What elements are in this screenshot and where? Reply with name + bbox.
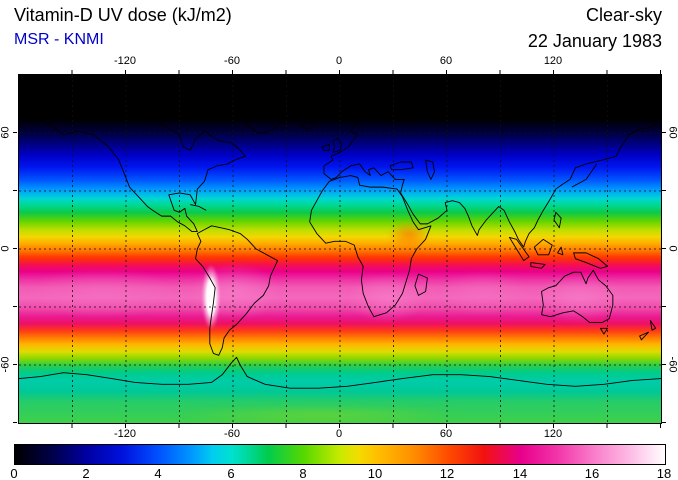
axis-ticks-top xyxy=(19,70,661,74)
coastline-new-zealand xyxy=(640,321,656,340)
lat-tick-label: 0 xyxy=(0,245,12,252)
coastline-africa xyxy=(310,176,431,317)
lon-tick-label: 120 xyxy=(543,55,563,67)
colorbar-tick-label: 16 xyxy=(584,466,600,480)
pacific-pink-band xyxy=(27,267,177,319)
colorbar-tick-label: 14 xyxy=(512,466,528,480)
lat-tick-label: -60 xyxy=(0,356,12,373)
graticule-layer xyxy=(19,75,661,423)
coastline-black-sea xyxy=(390,162,413,170)
colorbar-tick-label: 12 xyxy=(439,466,455,480)
coastline-sumatra xyxy=(509,237,529,260)
axis-ticks-bottom xyxy=(19,424,661,428)
east-africa-orange-patch xyxy=(387,221,431,249)
coastline-eurasia xyxy=(324,100,657,247)
coastline-greenland xyxy=(235,89,299,133)
colorbar-tick-label: 8 xyxy=(299,466,307,480)
colorbar-tick-label: 18 xyxy=(656,466,672,480)
lat-tick-label: 60 xyxy=(0,126,12,139)
colorbar-tick-label: 6 xyxy=(227,466,235,480)
coastline-cuba xyxy=(190,205,206,211)
coastline-ireland xyxy=(322,145,329,151)
lon-tick-label: 60 xyxy=(439,55,453,67)
lon-tick-label: 120 xyxy=(543,428,563,440)
coastline-caspian-sea xyxy=(426,160,435,179)
coastlines-layer xyxy=(19,89,661,389)
lon-tick-label: -60 xyxy=(224,55,240,67)
map-panel xyxy=(18,74,662,424)
date-label: 22 January 1983 xyxy=(527,31,662,51)
coastline-tasmania xyxy=(600,328,607,334)
data-source-label: MSR - KNMI xyxy=(14,31,104,48)
southern-africa-pink-core xyxy=(347,273,427,323)
indian-ocean-pink-band xyxy=(439,270,529,316)
lat-tick-label: 60 xyxy=(666,126,678,139)
coastline-britain xyxy=(333,139,342,153)
coastline-japan xyxy=(572,164,597,187)
coastline-north-america xyxy=(40,114,245,232)
axis-ticks-right xyxy=(662,75,666,423)
colorbar-tick-label: 2 xyxy=(82,466,90,480)
lon-tick-label: 0 xyxy=(335,428,343,440)
lon-tick-label: 60 xyxy=(439,428,453,440)
map-overlay-svg xyxy=(19,75,661,423)
coastline-java xyxy=(531,263,545,269)
coastline-philippines xyxy=(554,212,561,227)
lon-tick-label: -60 xyxy=(224,428,240,440)
coastline-sulawesi xyxy=(558,247,563,255)
colorbar-tick-label: 4 xyxy=(154,466,162,480)
lon-tick-label: 0 xyxy=(335,55,343,67)
coastline-south-america xyxy=(196,226,278,356)
axis-ticks-left xyxy=(13,75,17,423)
coastline-madagascar xyxy=(415,274,427,295)
andes-uv-maximum-core xyxy=(206,277,216,317)
colorbar-tick-label: 0 xyxy=(10,466,18,480)
coastline-iceland xyxy=(299,121,317,129)
lon-tick-label: -120 xyxy=(113,428,137,440)
coastline-australia xyxy=(542,270,613,322)
lat-tick-label: -60 xyxy=(666,356,678,373)
sky-condition-label: Clear-sky xyxy=(585,5,662,25)
graticule-lines xyxy=(19,75,661,423)
coastline-antarctica xyxy=(19,357,661,388)
lon-tick-label: -120 xyxy=(113,55,137,67)
colorbar xyxy=(14,444,666,465)
lat-tick-label: 0 xyxy=(666,245,678,252)
coastline-borneo xyxy=(534,239,552,254)
antarctic-yellowgreen-patch xyxy=(169,405,469,423)
page-title: Vitamin-D UV dose (kJ/m2) xyxy=(14,5,232,25)
coastline-new-guinea xyxy=(574,253,608,268)
colorbar-tick-label: 10 xyxy=(367,466,383,480)
